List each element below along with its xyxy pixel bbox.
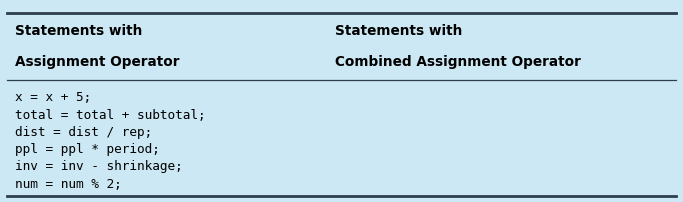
Text: x = x + 5;: x = x + 5;: [15, 91, 92, 104]
Text: Statements with: Statements with: [15, 24, 142, 38]
Text: Combined Assignment Operator: Combined Assignment Operator: [335, 55, 581, 68]
Text: Assignment Operator: Assignment Operator: [15, 55, 180, 68]
Text: Statements with: Statements with: [335, 24, 462, 38]
Text: ppl = ppl * period;: ppl = ppl * period;: [15, 142, 160, 155]
Text: dist = dist / rep;: dist = dist / rep;: [15, 125, 152, 138]
Text: total = total + subtotal;: total = total + subtotal;: [15, 108, 206, 121]
Text: num = num % 2;: num = num % 2;: [15, 177, 122, 190]
Text: inv = inv - shrinkage;: inv = inv - shrinkage;: [15, 160, 183, 173]
